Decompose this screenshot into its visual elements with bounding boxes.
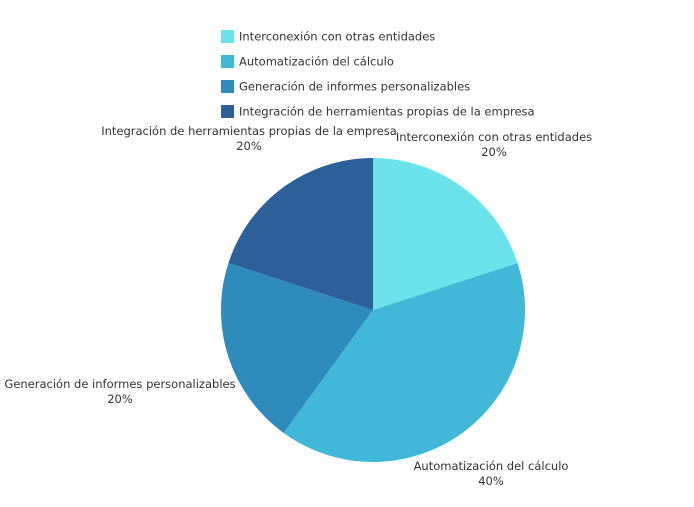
legend-label: Interconexión con otras entidades [239, 30, 435, 44]
legend-label: Automatización del cálculo [239, 55, 394, 69]
slice-percent-label: 20% [236, 139, 262, 153]
slice-percent-label: 40% [478, 474, 504, 488]
legend-swatch [221, 30, 234, 43]
legend-swatch [221, 80, 234, 93]
pie-slice[interactable] [221, 263, 373, 433]
legend-item[interactable]: Integración de herramientas propias de l… [221, 105, 535, 119]
slice-percent-label: 20% [481, 145, 507, 159]
legend-item[interactable]: Generación de informes personalizables [221, 80, 470, 94]
pie-slice[interactable] [228, 158, 373, 310]
legend-label: Generación de informes personalizables [239, 80, 470, 94]
legend: Interconexión con otras entidades Automat… [221, 30, 535, 119]
slice-label: Automatización del cálculo [414, 459, 569, 473]
legend-label: Integración de herramientas propias de l… [239, 105, 535, 119]
slice-label: Interconexión con otras entidades [396, 130, 592, 144]
slice-percent-label: 20% [107, 392, 133, 406]
pie-slice[interactable] [283, 263, 525, 462]
slice-label: Integración de herramientas propias de l… [101, 124, 397, 138]
legend-item[interactable]: Interconexión con otras entidades [221, 30, 435, 44]
legend-swatch [221, 105, 234, 118]
slice-labels: Interconexión con otras entidades20%Auto… [4, 124, 592, 488]
legend-swatch [221, 55, 234, 68]
pie-slices [221, 158, 525, 462]
legend-item[interactable]: Automatización del cálculo [221, 55, 394, 69]
slice-label: Generación de informes personalizables [4, 377, 235, 391]
pie-slice[interactable] [373, 158, 518, 310]
